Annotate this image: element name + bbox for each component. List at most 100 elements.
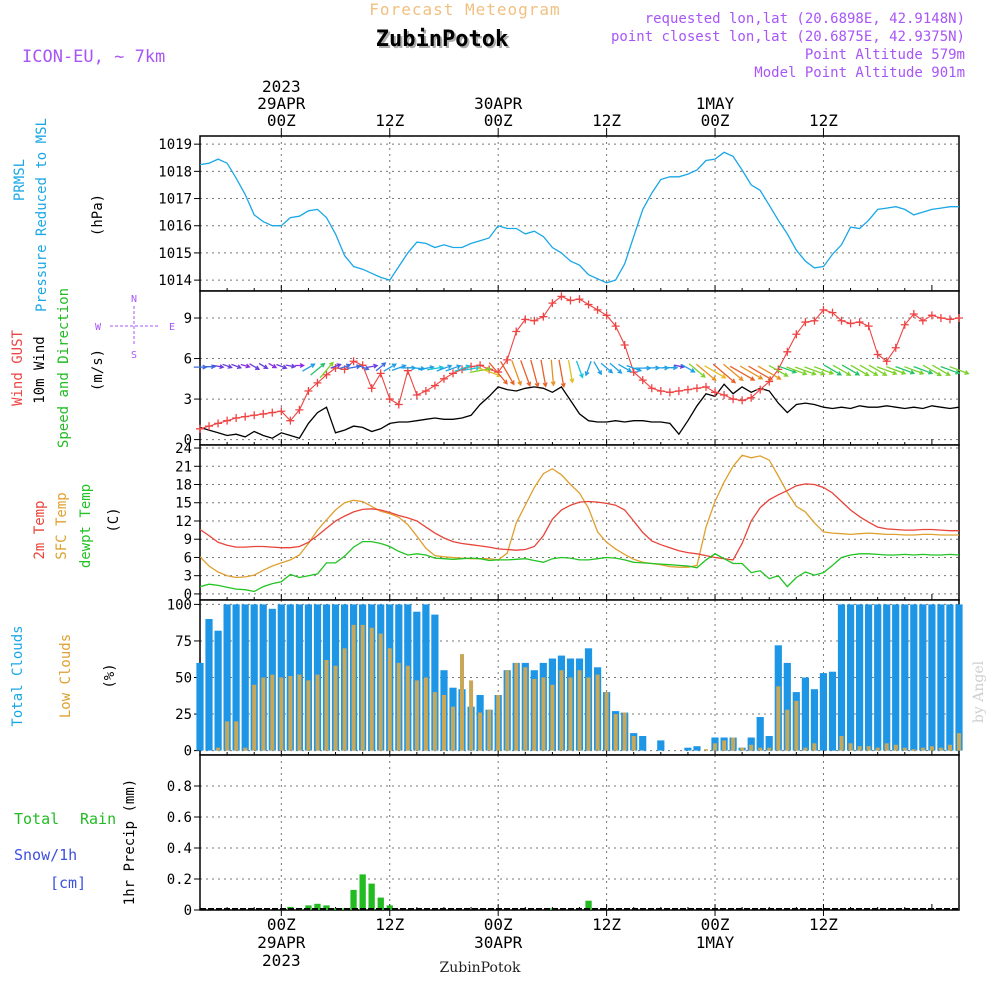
label-hpa: (hPa) [90,194,106,236]
wind-arrow [462,365,481,372]
gust-marker [909,309,918,318]
low-cloud-bar [405,665,410,751]
gust-marker [358,361,367,370]
gust-marker [620,341,629,350]
gust-marker [421,386,430,395]
low-cloud-bar [550,684,555,751]
wind-arrow [940,365,961,375]
low-cloud-bar [776,686,781,751]
y-tick-label: 3 [184,392,192,408]
total-cloud-bar [937,604,945,751]
total-cloud-bar [883,604,891,751]
low-cloud-bar [432,692,437,751]
gust-marker [955,314,963,323]
rain-bar [368,883,375,910]
label-percent: (%) [102,663,118,688]
gust-marker [837,316,846,325]
low-cloud-bar [812,743,817,751]
wind-arrow [795,366,817,376]
gust-marker [223,416,232,425]
gust-marker [430,381,439,390]
wind-arrow [593,361,602,376]
total-cloud-bar [910,604,918,751]
low-cloud-bar [911,749,916,751]
label-rain: Rain [80,810,116,828]
low-cloud-bar [622,712,627,751]
label-precip: 1hr Precip (mm) [122,779,138,905]
wind-arrow [383,363,397,372]
label-prmsl: PRMSL [12,159,28,201]
y-tick-label: 6 [184,550,192,566]
y-tick-label: 1019 [158,137,192,153]
total-cloud-bar [304,604,312,751]
rain-bar [350,889,357,910]
low-cloud-bar [288,676,293,751]
wind-arrow [786,366,808,376]
wind-arrow [222,363,233,369]
wind-arrow [688,363,706,378]
compass-w: W [95,322,102,333]
low-cloud-bar [351,624,356,751]
total-cloud-bar [205,619,213,751]
gust-marker [711,388,720,397]
total-cloud-bar [828,671,837,751]
station-title-front: ZubinPotok [376,27,508,52]
wind-arrow [319,361,334,379]
low-cloud-bar [920,747,925,751]
label-wind-gust: Wind GUST [10,330,26,406]
y-tick-label: 0.2 [167,872,192,888]
wind-arrow [695,363,717,382]
wind-arrow [258,362,269,369]
wind-arrow [609,362,623,374]
total-cloud-bar [810,689,818,751]
wind-arrow [375,362,387,372]
gust-marker [702,382,710,391]
label-total-clouds: Total Clouds [10,625,26,726]
low-cloud-bar [794,700,799,751]
total-cloud-bar [819,673,827,751]
total-cloud-bar [232,604,240,751]
gust-marker [530,316,539,325]
low-cloud-bar [893,744,898,751]
gust-marker [214,419,223,428]
y-tick-label: 1014 [158,273,192,289]
gust-marker [575,295,584,304]
label-2m-temp: 2m Temp [32,500,48,559]
rain-bar [359,874,366,910]
low-cloud-bar [369,627,374,751]
total-cloud-bar [250,604,258,751]
low-cloud-bar [785,709,790,751]
wind-arrow [268,362,278,369]
panels: 1014 1015 1016 1017 1018 1019 0 3 6 9 0 3 6 9 12 15 18 21… [158,77,960,970]
wind-arrow [868,364,888,376]
gust-marker [521,315,530,324]
dewpoint-line [199,540,960,593]
low-cloud-bar [884,743,889,751]
low-cloud-bar [631,736,636,751]
gust-marker [602,311,611,320]
gust-marker [720,391,729,400]
wind-arrow [550,359,556,387]
gust-marker [259,409,268,418]
wind-arrow [445,364,462,372]
y-tick-label: 0 [184,903,192,919]
wind-arrow [426,365,445,371]
wind-arrow [285,363,297,369]
gust-marker [439,374,448,383]
low-cloud-bar [469,680,474,751]
gust-marker [918,316,927,325]
gust-marker [241,412,250,421]
y-tick-label: 0 [184,744,192,760]
low-cloud-bar [749,744,754,751]
wind-arrow [530,359,540,388]
gust-marker [394,400,403,409]
wind-arrow [575,360,584,379]
panel-bg [200,445,959,600]
time-label-bottom: 29APR [257,933,306,952]
gust-marker [503,355,512,364]
gust-marker [557,292,566,301]
wind-arrow [850,364,870,377]
total-cloud-bar [856,604,864,751]
gust-marker [367,384,376,393]
